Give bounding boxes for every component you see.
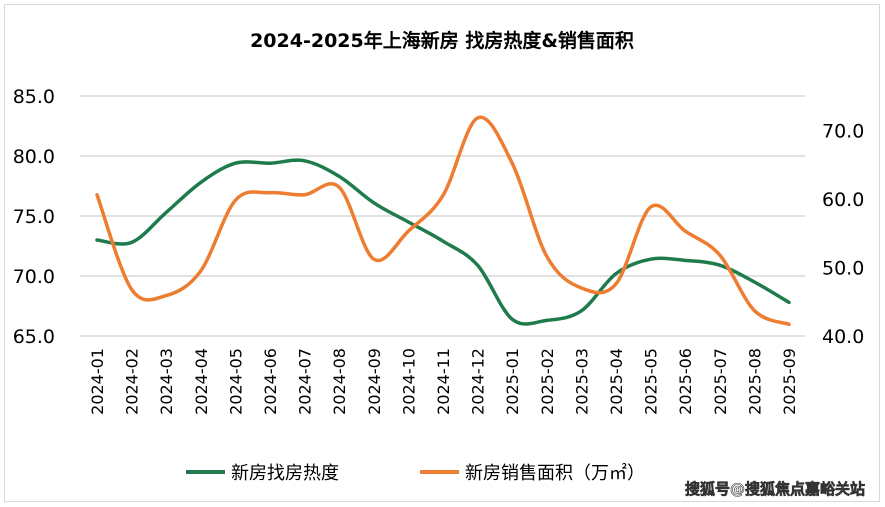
x-tick-label: 2024-09 bbox=[365, 348, 384, 415]
x-tick-label: 2024-07 bbox=[296, 348, 315, 415]
x-tick-label: 2025-01 bbox=[503, 348, 522, 415]
x-tick-label: 2025-03 bbox=[572, 348, 591, 415]
x-tick-label: 2025-02 bbox=[538, 348, 557, 415]
x-tick-label: 2025-06 bbox=[676, 348, 695, 415]
chart-frame bbox=[4, 4, 880, 502]
x-tick-label: 2024-01 bbox=[88, 348, 107, 415]
x-tick-label: 2025-07 bbox=[711, 348, 730, 415]
y-left-tick-label: 85.0 bbox=[13, 86, 55, 108]
x-tick-label: 2024-02 bbox=[123, 348, 142, 415]
x-tick-label: 2025-09 bbox=[780, 348, 799, 415]
x-tick-label: 2024-05 bbox=[226, 348, 245, 415]
watermark: 搜狐号@搜狐焦点嘉峪关站 bbox=[685, 480, 865, 498]
x-tick-label: 2024-10 bbox=[399, 348, 418, 415]
y-left-tick-label: 80.0 bbox=[13, 146, 55, 168]
y-right-tick-label: 40.0 bbox=[822, 326, 864, 348]
legend-label-heat: 新房找房热度 bbox=[231, 463, 339, 484]
x-tick-label: 2024-03 bbox=[157, 348, 176, 415]
y-right-tick-label: 70.0 bbox=[822, 120, 864, 142]
y-right-tick-label: 60.0 bbox=[822, 189, 864, 211]
y-left-tick-label: 75.0 bbox=[13, 206, 55, 228]
y-left-tick-label: 70.0 bbox=[13, 266, 55, 288]
x-tick-label: 2024-04 bbox=[192, 348, 211, 415]
chart-title: 2024-2025年上海新房 找房热度&销售面积 bbox=[250, 29, 634, 52]
x-tick-label: 2024-11 bbox=[434, 348, 453, 415]
y-left-tick-label: 65.0 bbox=[13, 326, 55, 348]
y-right-tick-label: 50.0 bbox=[822, 257, 864, 279]
series-line-0 bbox=[95, 158, 791, 326]
x-tick-label: 2025-05 bbox=[642, 348, 661, 415]
series-line-1 bbox=[95, 115, 791, 327]
x-tick-label: 2025-08 bbox=[745, 348, 764, 415]
x-tick-label: 2024-06 bbox=[261, 348, 280, 415]
x-tick-label: 2025-04 bbox=[607, 348, 626, 415]
legend-label-area: 新房销售面积（万㎡） bbox=[465, 462, 645, 484]
x-tick-label: 2024-12 bbox=[469, 348, 488, 415]
x-tick-label: 2024-08 bbox=[330, 348, 349, 415]
